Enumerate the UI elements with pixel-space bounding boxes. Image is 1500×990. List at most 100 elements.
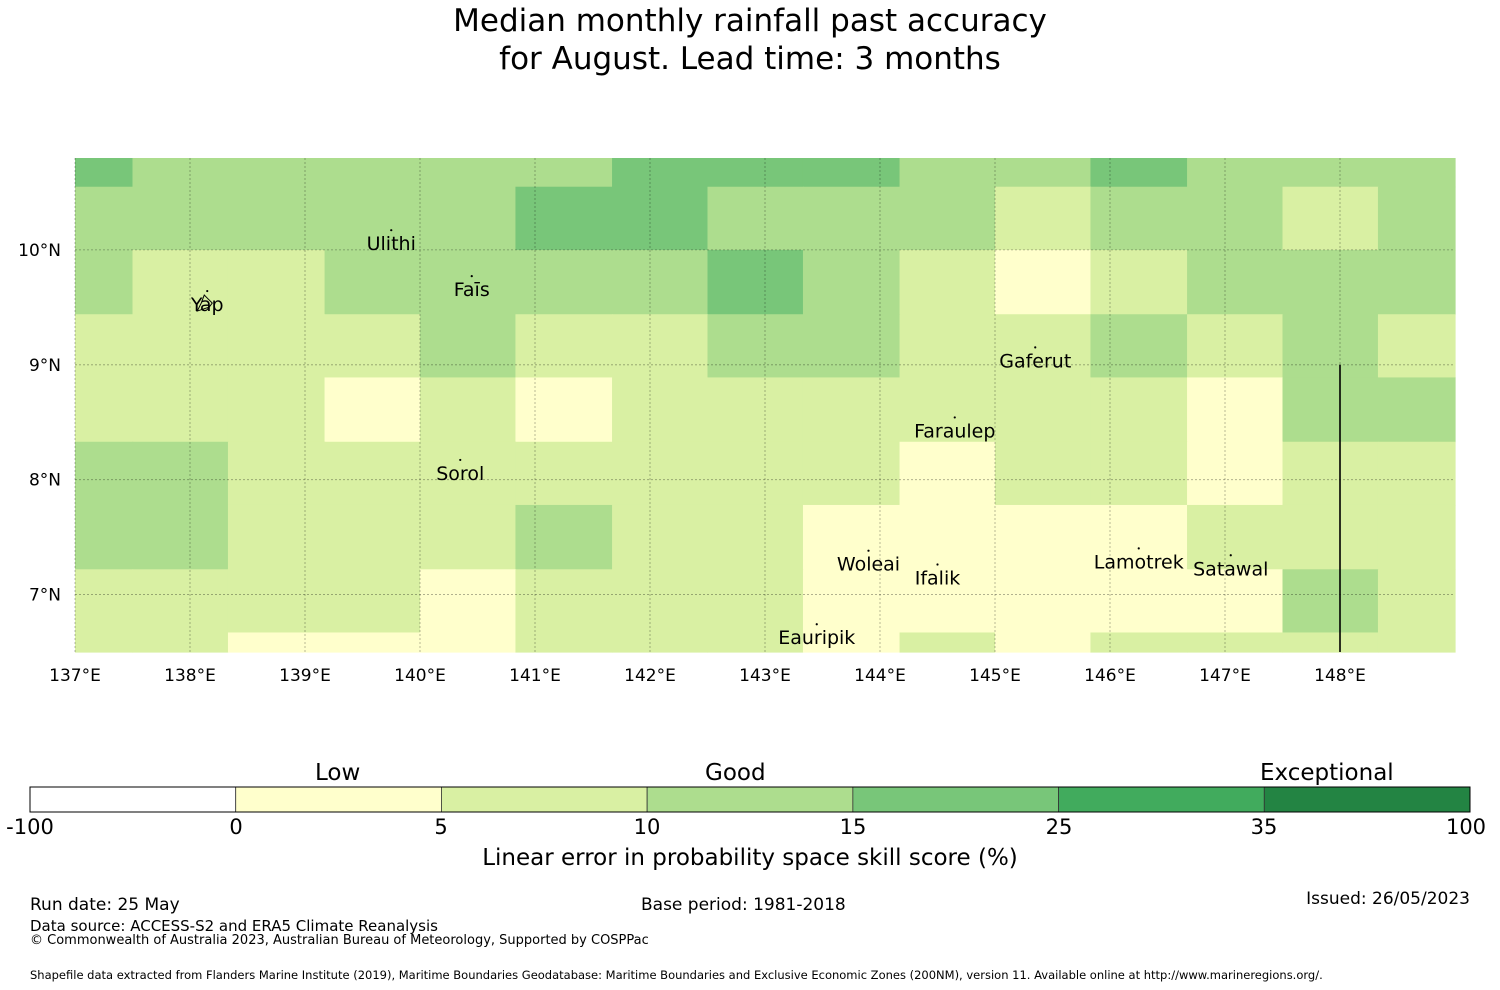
- grid-cell: [1187, 314, 1284, 379]
- grid-cell: [707, 249, 804, 315]
- grid-cell: [1187, 158, 1284, 188]
- colorbar-segment: [29, 786, 237, 813]
- grid-cell: [515, 569, 613, 634]
- grid-cell: [1282, 249, 1379, 315]
- grid-cell: [1377, 249, 1456, 315]
- grid-cell: [420, 186, 517, 251]
- grid-cell: [324, 249, 421, 315]
- grid-cell: [515, 314, 613, 379]
- island-dot: [936, 563, 939, 566]
- grid-cell: [612, 314, 709, 379]
- island-markers: [196, 229, 1232, 626]
- grid-cell: [227, 377, 326, 443]
- lat-tick-label: 10°N: [18, 241, 61, 261]
- grid-cell: [324, 158, 421, 188]
- grid-cell: [899, 158, 996, 188]
- grid-cell: [1377, 314, 1456, 379]
- island-dot: [1137, 547, 1140, 550]
- grid-cell: [324, 569, 421, 634]
- island-dot: [815, 623, 818, 626]
- lat-tick-label: 8°N: [29, 471, 61, 491]
- grid-cell: [420, 158, 517, 188]
- colorbar-label: Linear error in probability space skill …: [482, 845, 1018, 871]
- place-label: Sorol: [436, 463, 484, 485]
- grid-cell: [1282, 632, 1379, 653]
- colorbar-tick-label: 35: [1250, 815, 1278, 839]
- grid-cell: [707, 377, 804, 443]
- grid-cell: [995, 158, 1092, 188]
- grid-cell: [132, 441, 229, 506]
- grid-cell: [1282, 314, 1379, 379]
- shapefile-credit: Shapefile data extracted from Flanders M…: [30, 968, 1323, 982]
- lon-tick-label: 146°E: [1084, 666, 1136, 686]
- place-label: Lamotrek: [1094, 551, 1184, 573]
- grid-cell: [75, 377, 134, 443]
- grid-cell: [1187, 441, 1284, 506]
- grid-cell: [995, 377, 1092, 443]
- grid-cell: [515, 441, 613, 506]
- lon-tick-label: 144°E: [854, 666, 906, 686]
- grid-cell: [1187, 504, 1284, 570]
- island-dot: [470, 275, 473, 278]
- grid-cell: [995, 632, 1092, 653]
- grid-cell: [802, 314, 901, 379]
- grid-cell: [132, 186, 229, 251]
- grid-cell: [995, 504, 1092, 570]
- grid-cell: [802, 377, 901, 443]
- longitude-tick-labels: 137°E 138°E 139°E 140°E 141°E 142°E 143°E 144°E…: [49, 666, 1366, 686]
- lon-tick-label: 148°E: [1314, 666, 1366, 686]
- grid-cell: [1187, 249, 1284, 315]
- grid-cell: [995, 186, 1092, 251]
- grid-cell: [995, 314, 1092, 379]
- lat-tick-label: 7°N: [29, 586, 61, 606]
- grid-cell: [132, 249, 229, 315]
- grid-cell: [899, 569, 996, 634]
- grid-cell: [420, 249, 517, 315]
- grid-cell: [707, 569, 804, 634]
- grid-cell: [1090, 314, 1188, 379]
- colorbar-segment: [646, 786, 854, 813]
- grid-cell: [1187, 186, 1284, 251]
- copyright: © Commonwealth of Australia 2023, Austra…: [30, 933, 649, 948]
- grid-cell: [132, 569, 229, 634]
- colorbar-category-good: Good: [705, 760, 766, 786]
- grid-cell: [227, 158, 326, 188]
- grid-cell: [1187, 377, 1284, 443]
- grid-cell: [227, 441, 326, 506]
- grid-cell: [612, 377, 709, 443]
- place-label: Eauripik: [778, 627, 855, 649]
- grid-cell: [132, 504, 229, 570]
- colorbar-frame: [29, 786, 1471, 813]
- place-labels: Ulithi Faīs Yap Gaferut Faraulep Sorol Woleai I…: [190, 233, 1268, 649]
- grid-cell: [75, 441, 134, 506]
- grid-cell: [227, 249, 326, 315]
- lat-tick-label: 9°N: [29, 356, 61, 376]
- colorbar-tick-label: 5: [434, 815, 448, 839]
- grid-cell: [802, 569, 901, 634]
- colorbar-tick-label: 0: [229, 815, 243, 839]
- grid-cell: [707, 441, 804, 506]
- place-label: Satawal: [1193, 558, 1268, 580]
- grid-cell: [75, 632, 134, 653]
- grid-cell: [899, 377, 996, 443]
- grid-cell: [227, 569, 326, 634]
- grid-cell: [612, 569, 709, 634]
- grid-cell: [420, 569, 517, 634]
- grid-cell: [899, 632, 996, 653]
- grid-cell: [420, 314, 517, 379]
- grid-cell: [75, 186, 134, 251]
- island-dot: [459, 458, 462, 462]
- grid-cell: [1377, 377, 1456, 443]
- grid-cell: [515, 186, 613, 251]
- grid-cell: [324, 377, 421, 443]
- grid-cell: [75, 504, 134, 570]
- grid-cell: [227, 186, 326, 251]
- grid-cell: [1377, 569, 1456, 634]
- grid-cell: [1282, 186, 1379, 251]
- grid-cell: [899, 314, 996, 379]
- grid-cell: [707, 504, 804, 570]
- grid-cell: [899, 186, 996, 251]
- grid-cell: [995, 441, 1092, 506]
- grid-cell: [612, 186, 709, 251]
- grid-cell: [1282, 569, 1379, 634]
